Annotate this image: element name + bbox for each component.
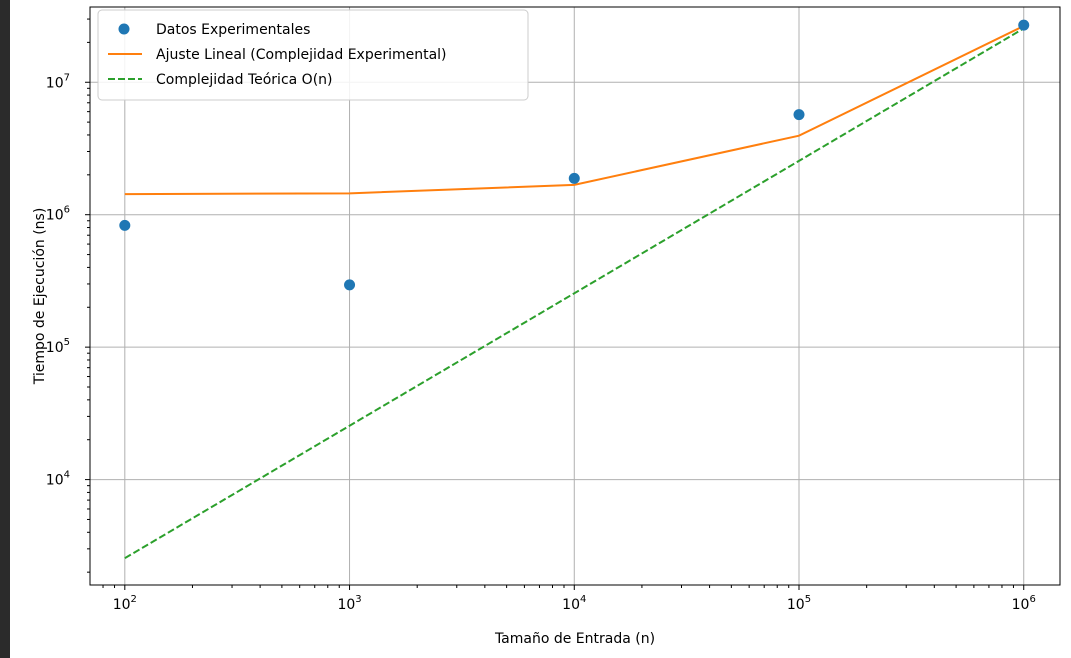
x-tick-exponent: 3 <box>355 594 361 605</box>
data-point <box>119 219 131 231</box>
y-tick-base: 10 <box>46 473 64 489</box>
x-tick-base: 10 <box>562 597 580 613</box>
y-tick-base: 10 <box>46 208 64 224</box>
x-tick-label: 103 <box>337 594 361 613</box>
legend-box <box>97 9 529 101</box>
x-tick-base: 10 <box>337 597 355 613</box>
x-tick-exponent: 6 <box>1029 594 1035 605</box>
y-tick-exponent: 6 <box>64 205 70 216</box>
x-axis-ticks: 102 103 104 105 106 <box>113 585 1036 613</box>
x-tick-label: 104 <box>562 594 586 613</box>
x-tick-exponent: 4 <box>580 594 586 605</box>
data-point <box>1018 19 1030 31</box>
legend-marker <box>118 23 130 35</box>
y-tick-base: 10 <box>46 75 64 91</box>
chart-figure: 102 103 104 105 106 104 105 106 107 Tamaño de E… <box>10 0 1071 658</box>
x-tick-exponent: 2 <box>131 594 137 605</box>
minor-ticks <box>87 18 1014 588</box>
series-line-1 <box>124 25 1025 196</box>
data-point <box>793 109 805 121</box>
x-tick-label: 105 <box>787 594 811 613</box>
x-tick-label: 106 <box>1012 594 1036 613</box>
data-point <box>568 172 580 184</box>
x-tick-base: 10 <box>113 597 131 613</box>
plot-frame <box>89 6 1061 586</box>
grid <box>90 7 1060 585</box>
x-axis-label: Tamaño de Entrada (n) <box>494 631 655 647</box>
y-tick-label: 104 <box>46 470 70 489</box>
y-tick-label: 107 <box>46 72 70 91</box>
y-axis-label: Tiempo de Ejecución (ns) <box>32 208 48 386</box>
legend-label: Ajuste Lineal (Complejidad Experimental) <box>156 47 447 63</box>
x-tick-base: 10 <box>1012 597 1030 613</box>
x-tick-exponent: 5 <box>805 594 811 605</box>
x-tick-label: 102 <box>113 594 137 613</box>
data-point <box>344 279 356 291</box>
y-tick-exponent: 7 <box>64 72 70 83</box>
plot-series <box>119 19 1030 560</box>
series-line-2 <box>124 27 1025 560</box>
y-tick-label: 106 <box>46 205 70 224</box>
y-tick-base: 10 <box>46 340 64 356</box>
y-tick-exponent: 5 <box>64 337 70 348</box>
legend-label: Datos Experimentales <box>156 22 310 38</box>
x-tick-base: 10 <box>787 597 805 613</box>
legend: Datos Experimentales Ajuste Lineal (Compl… <box>97 9 529 101</box>
y-tick-label: 105 <box>46 337 70 356</box>
y-tick-exponent: 4 <box>64 470 70 481</box>
legend-label: Complejidad Teórica O(n) <box>156 72 333 88</box>
